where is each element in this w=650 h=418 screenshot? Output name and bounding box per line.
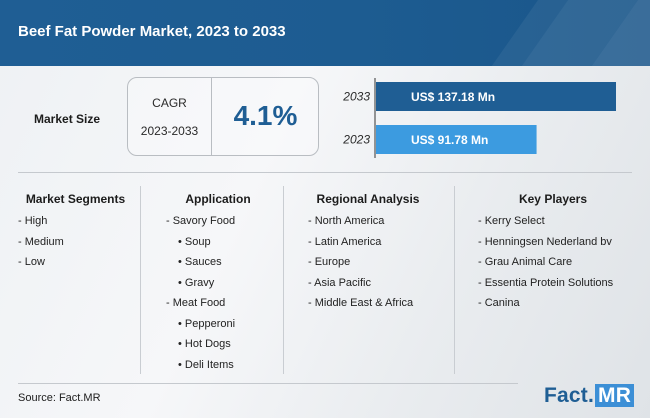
section-divider	[18, 172, 632, 173]
logo-part-2: MR	[595, 384, 635, 407]
players-item: - Essentia Protein Solutions	[478, 276, 614, 289]
bar-value-label-2023: US$ 91.78 Mn	[411, 133, 488, 147]
key-players-list: - Kerry Select - Henningsen Nederland bv -…	[478, 214, 628, 317]
year-label-2023: 2023	[342, 133, 370, 147]
segments-item: - Medium	[18, 235, 64, 248]
regional-item: - Asia Pacific	[308, 276, 371, 289]
factmr-logo: Fact. MR	[544, 384, 640, 410]
cagr-divider	[211, 78, 212, 155]
market-segments-column: Market Segments - High - Medium - Low	[18, 192, 133, 276]
column-divider	[283, 186, 284, 374]
key-players-title: Key Players	[518, 192, 588, 206]
regional-item: - Middle East & Africa	[308, 297, 414, 309]
players-item: - Kerry Select	[478, 215, 545, 227]
year-label-2033: 2033	[342, 90, 370, 104]
key-players-column: Key Players - Kerry Select - Henningsen N…	[478, 192, 628, 317]
segments-item: - High	[18, 215, 48, 227]
application-item: • Hot Dogs	[178, 338, 231, 350]
application-item: • Sauces	[178, 256, 222, 268]
application-column: Application - Savory Food • Soup • Sauces •…	[166, 192, 270, 378]
cagr-period: 2023-2033	[140, 124, 199, 138]
bar-2023	[376, 125, 537, 154]
bar-value-label-2033: US$ 137.18 Mn	[411, 90, 495, 104]
market-segments-list: - High - Medium - Low	[18, 214, 133, 276]
application-list: - Savory Food • Soup • Sauces • Gravy - Meat…	[166, 214, 270, 378]
application-item: • Soup	[178, 235, 211, 248]
regional-item: - North America	[308, 215, 385, 227]
players-item: - Henningsen Nederland bv	[478, 235, 612, 248]
application-item: - Savory Food	[166, 215, 236, 227]
regional-analysis-list: - North America - Latin America - Europe - …	[308, 214, 428, 317]
column-divider	[454, 186, 455, 374]
footer-divider	[18, 383, 518, 384]
source-note: Source: Fact.MR	[18, 392, 101, 404]
logo-part-1: Fact.	[544, 384, 595, 407]
cagr-label: CAGR	[152, 96, 187, 110]
cagr-box: CAGR 2023-2033 4.1%	[127, 77, 319, 156]
application-item: • Gravy	[178, 276, 215, 289]
application-item: • Deli Items	[178, 358, 234, 371]
regional-analysis-title: Regional Analysis	[316, 192, 420, 206]
market-size-bar-chart: 2033 US$ 137.18 Mn 2023 US$ 91.78 Mn	[342, 78, 616, 158]
regional-item: - Latin America	[308, 235, 382, 248]
cagr-value: 4.1%	[233, 100, 298, 131]
regional-analysis-column: Regional Analysis - North America - Latin…	[308, 192, 428, 317]
application-item: • Pepperoni	[178, 317, 236, 330]
players-item: - Canina	[478, 297, 520, 309]
application-title: Application	[185, 192, 251, 206]
column-divider	[140, 186, 141, 374]
players-item: - Grau Animal Care	[478, 256, 573, 268]
market-size-label: Market Size	[34, 112, 101, 126]
page-title: Beef Fat Powder Market, 2023 to 2033	[18, 23, 286, 40]
segments-item: - Low	[18, 256, 45, 268]
bar-2033	[376, 82, 616, 111]
header-banner: Beef Fat Powder Market, 2023 to 2033	[0, 0, 650, 66]
application-item: - Meat Food	[166, 297, 226, 309]
market-segments-title: Market Segments	[25, 192, 126, 206]
regional-item: - Europe	[308, 256, 351, 268]
